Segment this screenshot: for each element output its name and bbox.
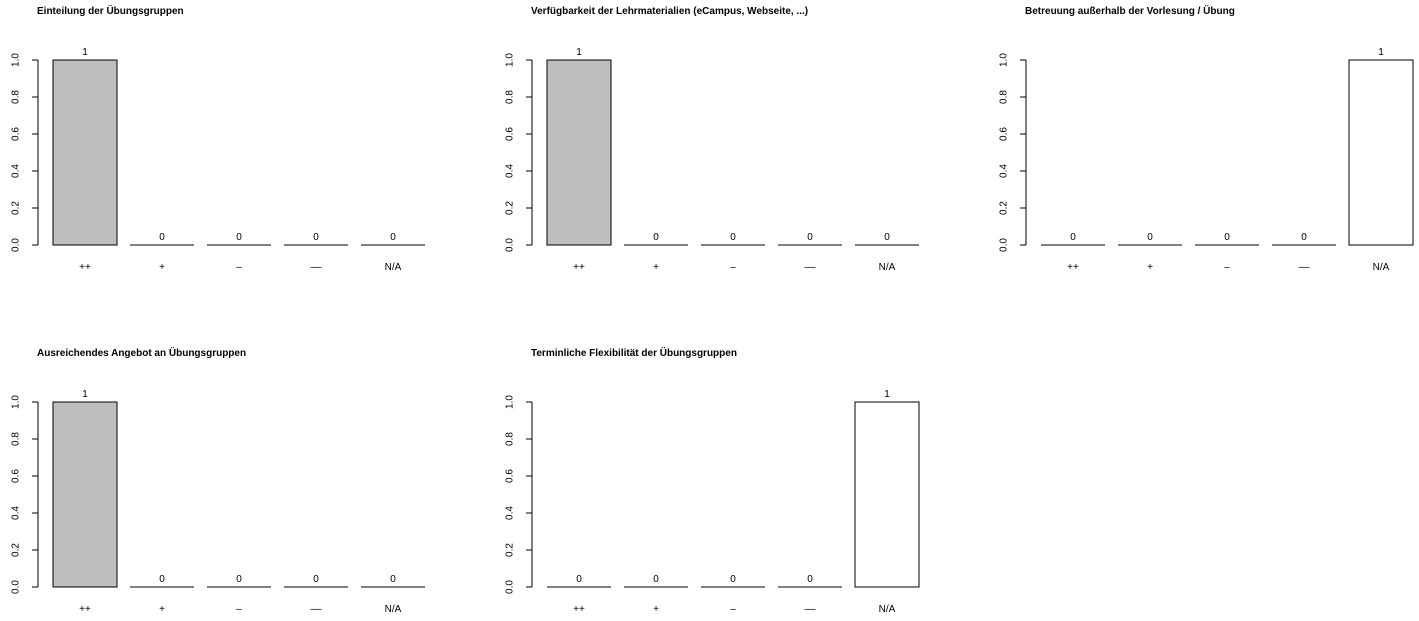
category-label: ++ [79, 262, 91, 273]
y-tick-label: 0.0 [11, 238, 22, 252]
category-label: N/A [385, 262, 402, 273]
data-label: 0 [159, 574, 165, 585]
data-label: 1 [82, 389, 88, 400]
bar-chart-4: Ausreichendes Angebot an Übungsgruppen 0.… [11, 346, 425, 615]
category-label: –– [804, 604, 816, 615]
data-label: 1 [1378, 47, 1384, 58]
data-label: 0 [807, 232, 813, 243]
y-tick-label: 0.8 [11, 90, 22, 104]
y-tick-label: 0.0 [505, 580, 516, 594]
category-label: ++ [79, 604, 91, 615]
category-label: – [236, 262, 242, 273]
y-tick-label: 0.2 [505, 201, 516, 215]
data-label: 0 [730, 232, 736, 243]
category-label: – [730, 262, 736, 273]
y-tick-label: 0.2 [11, 543, 22, 557]
data-label: 0 [653, 574, 659, 585]
category-label: + [159, 262, 165, 273]
data-label: 0 [1224, 232, 1230, 243]
data-label: 0 [1147, 232, 1153, 243]
y-tick-label: 0.4 [11, 164, 22, 178]
data-label: 0 [807, 574, 813, 585]
bar-chart-5: Terminliche Flexibilität der Übungsgrupp… [505, 346, 920, 615]
y-tick-label: 0.8 [11, 432, 22, 446]
chart-title: Betreuung außerhalb der Vorlesung / Übun… [1025, 4, 1235, 17]
chart-title: Terminliche Flexibilität der Übungsgrupp… [531, 346, 737, 359]
category-label: ++ [1067, 262, 1079, 273]
y-tick-label: 0.0 [11, 580, 22, 594]
y-tick-label: 1.0 [999, 53, 1010, 67]
y-tick-label: 0.4 [505, 506, 516, 520]
category-label: –– [310, 604, 322, 615]
category-label: –– [1298, 262, 1310, 273]
category-label: N/A [879, 262, 896, 273]
category-label: –– [804, 262, 816, 273]
category-label: – [730, 604, 736, 615]
chart-title: Einteilung der Übungsgruppen [37, 4, 184, 17]
bar-chart-2: Verfügbarkeit der Lehrmaterialien (eCamp… [505, 6, 919, 273]
y-tick-label: 1.0 [11, 395, 22, 409]
y-tick-label: 0.8 [999, 90, 1010, 104]
bar-chart-3: Betreuung außerhalb der Vorlesung / Übun… [999, 4, 1414, 273]
category-label: + [159, 604, 165, 615]
bar [854, 401, 920, 588]
category-label: N/A [385, 604, 402, 615]
category-label: N/A [879, 604, 896, 615]
y-tick-label: 0.0 [999, 238, 1010, 252]
data-label: 0 [390, 232, 396, 243]
y-tick-label: 0.6 [505, 127, 516, 141]
data-label: 0 [576, 574, 582, 585]
y-tick-label: 0.4 [999, 164, 1010, 178]
y-tick-label: 0.6 [11, 469, 22, 483]
category-label: N/A [1373, 262, 1390, 273]
y-tick-label: 1.0 [505, 395, 516, 409]
category-label: – [1224, 262, 1230, 273]
y-tick-label: 0.6 [11, 127, 22, 141]
chart-title: Ausreichendes Angebot an Übungsgruppen [37, 346, 246, 359]
data-label: 0 [236, 232, 242, 243]
y-tick-label: 0.2 [11, 201, 22, 215]
data-label: 0 [236, 574, 242, 585]
y-tick-label: 0.2 [999, 201, 1010, 215]
data-label: 0 [313, 232, 319, 243]
y-tick-label: 0.4 [505, 164, 516, 178]
bar [52, 401, 118, 588]
data-label: 0 [1301, 232, 1307, 243]
y-tick-label: 0.6 [999, 127, 1010, 141]
category-label: – [236, 604, 242, 615]
data-label: 1 [576, 47, 582, 58]
data-label: 1 [884, 389, 890, 400]
data-label: 0 [313, 574, 319, 585]
data-label: 0 [390, 574, 396, 585]
category-label: + [653, 604, 659, 615]
category-label: ++ [573, 262, 585, 273]
category-label: ++ [573, 604, 585, 615]
data-label: 0 [653, 232, 659, 243]
bar [1348, 59, 1414, 246]
y-tick-label: 0.0 [505, 238, 516, 252]
data-label: 0 [884, 232, 890, 243]
y-tick-label: 0.2 [505, 543, 516, 557]
y-tick-label: 0.8 [505, 90, 516, 104]
bar-chart-1: Einteilung der Übungsgruppen 0.0 0.2 0.4 0.6… [11, 4, 425, 273]
data-label: 0 [159, 232, 165, 243]
category-label: –– [310, 262, 322, 273]
y-tick-label: 1.0 [505, 53, 516, 67]
chart-title: Verfügbarkeit der Lehrmaterialien (eCamp… [531, 6, 808, 17]
y-tick-label: 0.8 [505, 432, 516, 446]
data-label: 0 [1070, 232, 1076, 243]
bar [546, 59, 612, 246]
y-tick-label: 0.6 [505, 469, 516, 483]
y-tick-label: 1.0 [11, 53, 22, 67]
bar [52, 59, 118, 246]
category-label: + [1147, 262, 1153, 273]
category-label: + [653, 262, 659, 273]
data-label: 1 [82, 47, 88, 58]
y-tick-label: 0.4 [11, 506, 22, 520]
data-label: 0 [730, 574, 736, 585]
